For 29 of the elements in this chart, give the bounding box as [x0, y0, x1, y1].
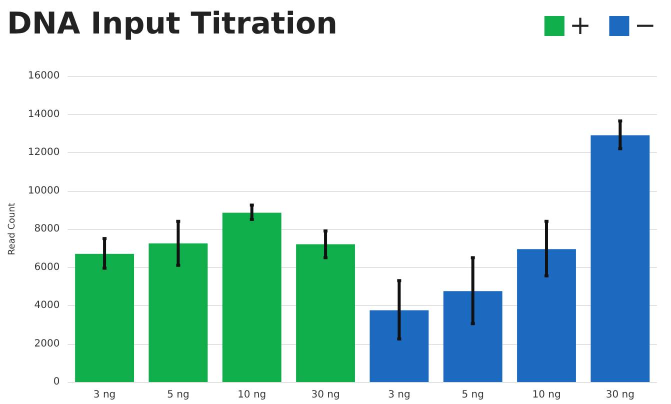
- bar: [296, 244, 355, 382]
- bar: [590, 135, 650, 382]
- bar: [370, 310, 429, 382]
- chart-title: DNA Input Titration: [7, 6, 338, 42]
- x-tick-label: 5 ng: [167, 390, 190, 400]
- x-tick-label: 30 ng: [606, 390, 634, 400]
- x-tick-label: 5 ng: [462, 390, 484, 400]
- bar: [443, 291, 502, 382]
- bar: [517, 249, 576, 382]
- y-tick-label: 8000: [34, 224, 60, 234]
- y-tick-label: 14000: [28, 108, 60, 120]
- y-tick-label: 0: [53, 376, 60, 388]
- y-tick-label: 10000: [28, 185, 60, 196]
- y-tick-label: 4000: [34, 300, 60, 311]
- x-tick-label: 3 ng: [93, 390, 116, 400]
- x-tick-label: 30 ng: [311, 390, 340, 400]
- y-tick-label: 2000: [34, 338, 60, 350]
- x-tick-label: 10 ng: [532, 390, 561, 400]
- bar: [148, 243, 208, 382]
- legend-label: +: [569, 11, 592, 41]
- y-tick-label: 6000: [34, 262, 60, 273]
- bar: [222, 212, 282, 382]
- y-tick-label: 16000: [28, 70, 60, 82]
- y-axis-title: Read Count: [8, 202, 18, 256]
- x-tick-label: 3 ng: [388, 390, 410, 400]
- x-tick-label: 10 ng: [238, 390, 266, 400]
- legend-label: −: [634, 11, 656, 41]
- y-tick-label: 12000: [28, 147, 60, 158]
- bar: [75, 254, 134, 382]
